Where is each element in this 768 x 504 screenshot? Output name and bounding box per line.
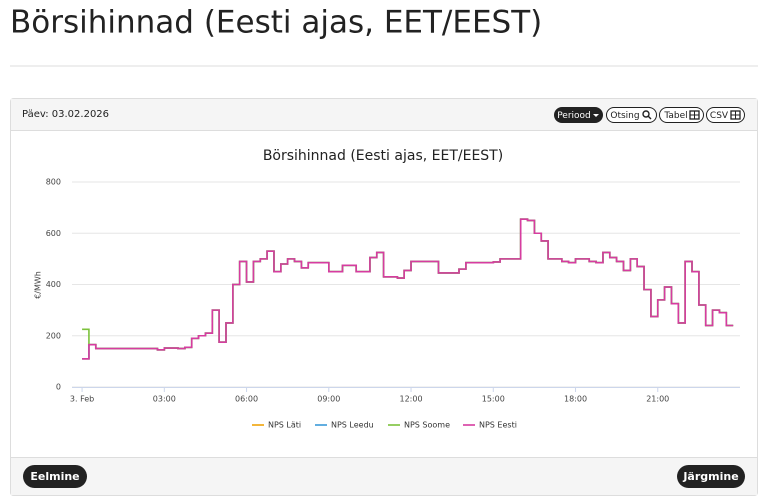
x-tick-label: 18:00 (564, 395, 587, 404)
x-tick-label: 09:00 (317, 395, 340, 404)
button-label: Tabel (663, 111, 687, 121)
button-label: Periood (557, 111, 591, 121)
period-button[interactable]: Periood (554, 107, 603, 123)
x-tick-label: 21:00 (646, 395, 669, 404)
y-tick-label: 600 (46, 229, 61, 238)
legend-label: NPS Läti (268, 421, 301, 430)
series-line (82, 218, 734, 360)
button-label: Eelmine (30, 470, 79, 483)
x-tick-label: 12:00 (400, 395, 423, 404)
x-tick-label: 06:00 (235, 395, 258, 404)
y-tick-label: 800 (46, 178, 61, 187)
x-tick-label: 3. Feb (70, 395, 94, 404)
next-button[interactable]: Järgmine (677, 465, 745, 488)
page-title: Börsihinnad (Eesti ajas, EET/EEST) (10, 5, 542, 41)
x-tick-label: 15:00 (482, 395, 505, 404)
button-label: CSV (710, 111, 729, 121)
panel (10, 98, 758, 496)
csv-button[interactable]: CSV (706, 107, 745, 123)
date-label: Päev: 03.02.2026 (22, 109, 109, 120)
y-axis-label: €/MWh (34, 271, 43, 299)
table-button[interactable]: Tabel (659, 107, 704, 123)
x-tick-label: 03:00 (153, 395, 176, 404)
y-tick-label: 200 (46, 331, 61, 340)
legend-label: NPS Eesti (479, 421, 517, 430)
y-tick-label: 400 (46, 280, 61, 289)
panel-footer (11, 458, 757, 495)
button-label: Otsing (610, 111, 639, 121)
legend-label: NPS Soome (404, 421, 450, 430)
button-label: Järgmine (682, 470, 738, 483)
previous-button[interactable]: Eelmine (23, 465, 87, 488)
plot: 0 200 400 600 800 3. Feb 03:00 06:00 09:00 12:00 1… (46, 178, 740, 430)
legend-label: NPS Leedu (331, 421, 374, 430)
search-button[interactable]: Otsing (606, 107, 657, 123)
y-tick-label: 0 (56, 383, 61, 392)
chart-title: Börsihinnad (Eesti ajas, EET/EEST) (263, 148, 503, 164)
